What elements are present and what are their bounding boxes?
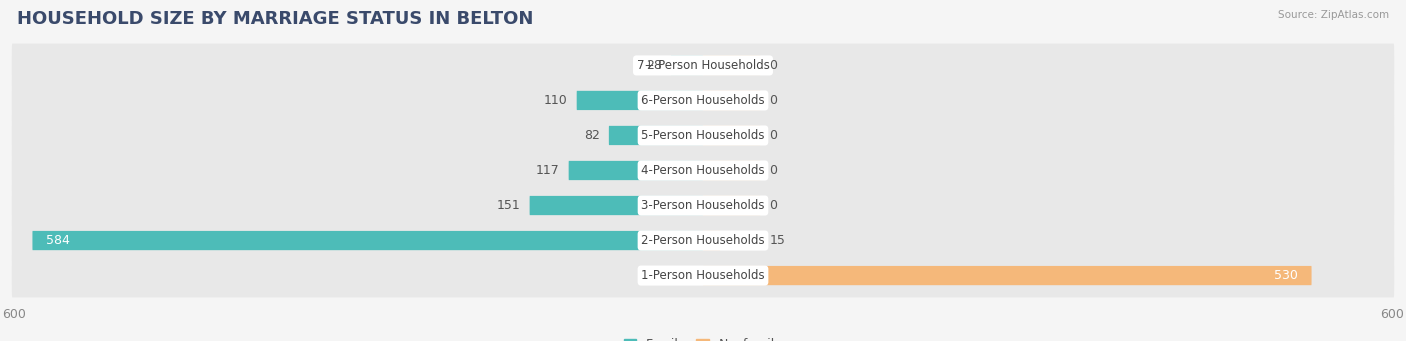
Text: 7+ Person Households: 7+ Person Households [637,59,769,72]
FancyBboxPatch shape [11,114,1395,157]
FancyBboxPatch shape [32,231,703,250]
Text: 0: 0 [769,164,778,177]
FancyBboxPatch shape [703,161,761,180]
FancyBboxPatch shape [530,196,703,215]
Text: 110: 110 [544,94,568,107]
FancyBboxPatch shape [703,126,761,145]
Text: 117: 117 [536,164,560,177]
FancyBboxPatch shape [703,196,761,215]
FancyBboxPatch shape [11,219,1395,263]
Text: 0: 0 [769,94,778,107]
Text: 6-Person Households: 6-Person Households [641,94,765,107]
Text: 0: 0 [769,129,778,142]
FancyBboxPatch shape [671,56,703,75]
FancyBboxPatch shape [568,161,703,180]
Text: 151: 151 [496,199,520,212]
FancyBboxPatch shape [576,91,703,110]
Text: 4-Person Households: 4-Person Households [641,164,765,177]
FancyBboxPatch shape [703,231,720,250]
Text: 15: 15 [769,234,786,247]
FancyBboxPatch shape [11,44,1395,87]
Text: 28: 28 [645,59,662,72]
Text: 0: 0 [769,199,778,212]
Text: HOUSEHOLD SIZE BY MARRIAGE STATUS IN BELTON: HOUSEHOLD SIZE BY MARRIAGE STATUS IN BEL… [17,10,533,28]
FancyBboxPatch shape [609,126,703,145]
FancyBboxPatch shape [11,78,1395,122]
Text: 3-Person Households: 3-Person Households [641,199,765,212]
FancyBboxPatch shape [11,149,1395,192]
Text: 82: 82 [583,129,599,142]
FancyBboxPatch shape [703,91,761,110]
FancyBboxPatch shape [703,56,761,75]
Text: 530: 530 [1274,269,1298,282]
FancyBboxPatch shape [11,254,1395,297]
Text: 5-Person Households: 5-Person Households [641,129,765,142]
Legend: Family, Nonfamily: Family, Nonfamily [624,338,782,341]
Text: 1-Person Households: 1-Person Households [641,269,765,282]
Text: Source: ZipAtlas.com: Source: ZipAtlas.com [1278,10,1389,20]
FancyBboxPatch shape [703,266,1312,285]
Text: 2-Person Households: 2-Person Households [641,234,765,247]
Text: 0: 0 [769,59,778,72]
FancyBboxPatch shape [11,184,1395,227]
Text: 584: 584 [46,234,70,247]
